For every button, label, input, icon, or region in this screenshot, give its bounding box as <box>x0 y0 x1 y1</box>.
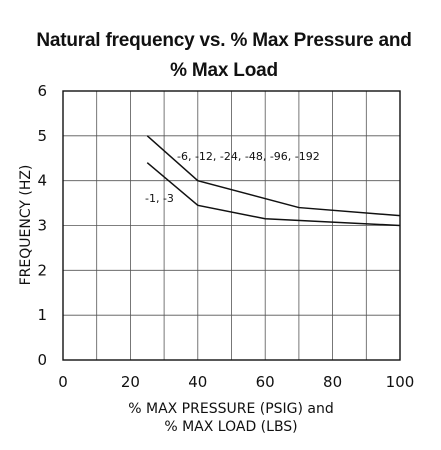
y-tick-label: 6 <box>37 82 47 100</box>
series-line-lower <box>146 162 401 227</box>
x-tick-label: 60 <box>256 373 275 391</box>
tick-labels: 0 20 40 60 80 100 0 1 2 3 4 5 6 <box>37 82 414 391</box>
y-tick-label: 4 <box>37 172 47 190</box>
series-label-lower: -1, -3 <box>145 192 174 205</box>
grid <box>63 91 400 360</box>
y-tick-label: 0 <box>37 351 47 369</box>
x-tick-label: 0 <box>58 373 68 391</box>
x-axis-label-line-1: % MAX PRESSURE (PSIG) and <box>128 401 334 417</box>
y-tick-label: 3 <box>37 217 47 235</box>
series-lines <box>146 135 401 227</box>
x-tick-label: 20 <box>121 373 140 391</box>
series-label-upper: -6, -12, -24, -48, -96, -192 <box>177 150 320 163</box>
y-axis-label: FREQUENCY (HZ) <box>18 165 34 286</box>
y-tick-label: 5 <box>37 127 47 145</box>
x-axis-label-line-2: % MAX LOAD (LBS) <box>164 419 297 435</box>
x-tick-label: 100 <box>386 373 415 391</box>
chart-title-line-2: % Max Load <box>170 60 278 81</box>
y-tick-label: 2 <box>37 261 47 279</box>
y-tick-label: 1 <box>37 306 47 324</box>
chart-title-line-1: Natural frequency vs. % Max Pressure and <box>36 30 411 51</box>
x-tick-label: 40 <box>188 373 207 391</box>
series-line-upper <box>146 135 401 217</box>
x-tick-label: 80 <box>323 373 342 391</box>
